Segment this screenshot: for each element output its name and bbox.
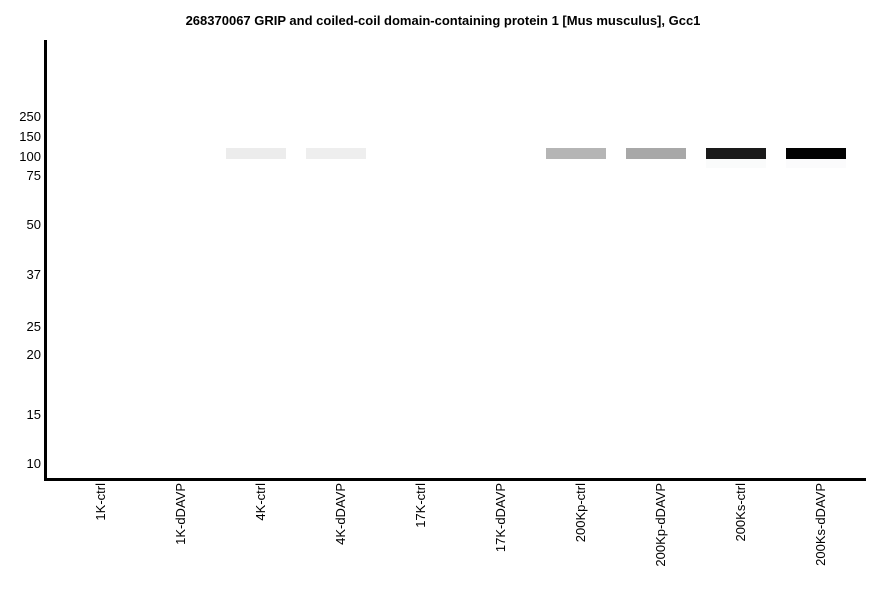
lane-label-4K-ctrl: 4K-ctrl (252, 483, 268, 521)
mw-ladder-labels: 250 150 100 75 50 37 25 20 15 10 (0, 0, 41, 595)
lane-label-4K-dDAVP: 4K-dDAVP (332, 483, 348, 545)
lane-label-17K-dDAVP: 17K-dDAVP (492, 483, 508, 553)
mw-ladder-label-10: 10 (26, 456, 41, 471)
lane-label-1K-ctrl: 1K-ctrl (92, 483, 108, 521)
mw-ladder-label-20: 20 (26, 347, 41, 362)
lane-label-200Kp-dDAVP: 200Kp-dDAVP (652, 483, 668, 567)
lane-label-200Kp-ctrl: 200Kp-ctrl (572, 483, 588, 543)
mw-ladder-label-25: 25 (26, 319, 41, 334)
lane-label-17K-ctrl: 17K-ctrl (412, 483, 428, 528)
mw-ladder-label-37: 37 (26, 267, 41, 282)
lane-label-200Ks-ctrl: 200Ks-ctrl (732, 483, 748, 542)
chart-title: 268370067 GRIP and coiled-coil domain-co… (185, 13, 701, 28)
mw-ladder-label-100: 100 (19, 149, 41, 164)
mw-ladder-label-75: 75 (26, 168, 41, 183)
lane-label-200Ks-dDAVP: 200Ks-dDAVP (812, 483, 828, 566)
mw-ladder-label-15: 15 (26, 407, 41, 422)
plot-area (44, 40, 866, 481)
mw-ladder-label-150: 150 (19, 129, 41, 144)
mw-ladder-label-250: 250 (19, 109, 41, 124)
mw-ladder-label-50: 50 (26, 217, 41, 232)
lane-label-1K-dDAVP: 1K-dDAVP (172, 483, 188, 545)
